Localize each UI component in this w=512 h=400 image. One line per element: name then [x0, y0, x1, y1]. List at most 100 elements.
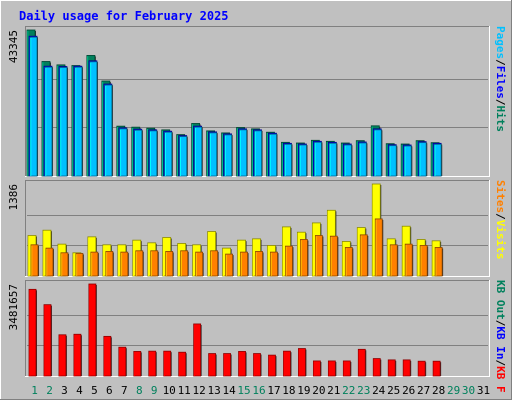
bar-sites	[165, 251, 174, 277]
bar-sites	[359, 234, 369, 277]
legend-entry: /	[494, 360, 507, 367]
bar-sites	[150, 250, 159, 277]
legend-entry: /	[494, 320, 507, 327]
bar-pages	[299, 144, 308, 177]
bar-kbytes	[298, 348, 307, 377]
bar-sites	[60, 252, 69, 277]
legend-entry: /	[494, 213, 507, 220]
bar-sites	[419, 245, 429, 277]
panel-max-label: 43345	[7, 30, 20, 63]
bar-kbytes	[268, 354, 277, 377]
bar-sites	[255, 251, 264, 277]
x-tick-label: 13	[207, 384, 220, 397]
bar-sites	[404, 243, 414, 277]
bar-pages	[284, 143, 293, 177]
x-tick-label: 8	[136, 384, 143, 397]
bar-kbytes	[88, 283, 97, 377]
x-tick-label: 12	[192, 384, 205, 397]
bar-kbytes	[402, 359, 412, 377]
x-tick-label: 7	[121, 384, 128, 397]
bar-pages	[239, 129, 248, 177]
bar-pages	[164, 131, 173, 177]
bar-sites	[389, 244, 399, 277]
bar-sites	[195, 251, 204, 277]
panel-legend: KB Out/KB In/KB F	[494, 280, 507, 393]
bar-pages	[179, 136, 188, 177]
bar-kbytes	[148, 350, 157, 377]
bar-kbytes	[163, 350, 172, 377]
legend-entry: /	[494, 59, 507, 66]
bar-pages	[104, 84, 113, 177]
bar-kbytes	[133, 351, 142, 377]
bar-pages	[89, 61, 98, 177]
bar-kbytes	[253, 353, 262, 377]
bar-pages	[119, 128, 128, 177]
bar-kbytes	[73, 333, 82, 377]
bar-pages	[149, 130, 158, 177]
bar-kbytes	[208, 353, 217, 377]
bar-kbytes	[193, 323, 202, 377]
bar-pages	[74, 66, 83, 177]
x-tick-label: 25	[387, 384, 400, 397]
x-tick-label: 19	[297, 384, 310, 397]
bars-visits-sites	[27, 183, 444, 277]
bar-sites	[374, 218, 384, 277]
bar-pages	[343, 144, 353, 177]
bar-kbytes	[312, 360, 322, 377]
bar-sites	[90, 251, 99, 277]
bar-sites	[120, 251, 129, 277]
bar-kbytes	[342, 360, 352, 377]
bar-pages	[403, 145, 413, 177]
panel-hits-files-pages: 43345 Pages/Files/Hits	[7, 26, 507, 177]
x-tick-label: 17	[267, 384, 280, 397]
bar-pages	[134, 129, 143, 177]
x-tick-label: 18	[282, 384, 295, 397]
x-tick-label: 24	[372, 384, 386, 397]
x-tick-label: 2	[46, 384, 53, 397]
chart-title: Daily usage for February 2025	[19, 9, 229, 23]
panel-visits-sites: 1386 Sites/Visits	[7, 180, 507, 277]
bar-pages	[433, 143, 443, 177]
bar-pages	[388, 145, 398, 177]
bar-kbytes	[103, 335, 112, 377]
bar-kbytes	[58, 334, 67, 377]
bar-kbytes	[372, 358, 382, 377]
x-tick-label: 1	[31, 384, 38, 397]
bar-sites	[300, 239, 309, 277]
bar-pages	[224, 134, 233, 177]
bar-pages	[194, 126, 203, 177]
bar-sites	[30, 244, 39, 277]
bar-sites	[285, 245, 294, 277]
legend-entry: Visits	[494, 220, 507, 260]
bar-pages	[418, 142, 428, 177]
bar-pages	[313, 141, 323, 177]
x-tick-label: 11	[178, 384, 191, 397]
panel-legend: Pages/Files/Hits	[494, 26, 507, 132]
bar-kbytes	[223, 353, 232, 377]
x-tick-label: 21	[327, 384, 340, 397]
bar-kbytes	[327, 360, 337, 377]
legend-entry: Sites	[494, 180, 507, 213]
bar-kbytes	[118, 346, 127, 377]
bar-sites	[45, 247, 54, 277]
bar-sites	[210, 250, 219, 277]
x-tick-label: 28	[432, 384, 445, 397]
bar-pages	[269, 133, 278, 177]
bar-pages	[59, 67, 68, 177]
x-tick-label: 23	[357, 384, 370, 397]
bar-kbytes	[28, 288, 37, 377]
bar-pages	[209, 132, 218, 177]
panel-max-label: 1386	[7, 184, 20, 211]
bar-pages	[358, 142, 368, 177]
bars-hits-files-pages	[26, 29, 443, 177]
legend-entry: KB In	[494, 326, 507, 359]
bar-pages	[29, 36, 38, 177]
x-axis: 1 2 3 4 5 6 7 8 9 10 11 12 13 14 15 16 17 18 19 20 21 22 23 24 2…	[31, 384, 490, 397]
legend-entry: /	[494, 99, 507, 106]
bar-sites	[329, 235, 339, 277]
x-tick-label: 16	[252, 384, 265, 397]
x-tick-label: 10	[163, 384, 176, 397]
